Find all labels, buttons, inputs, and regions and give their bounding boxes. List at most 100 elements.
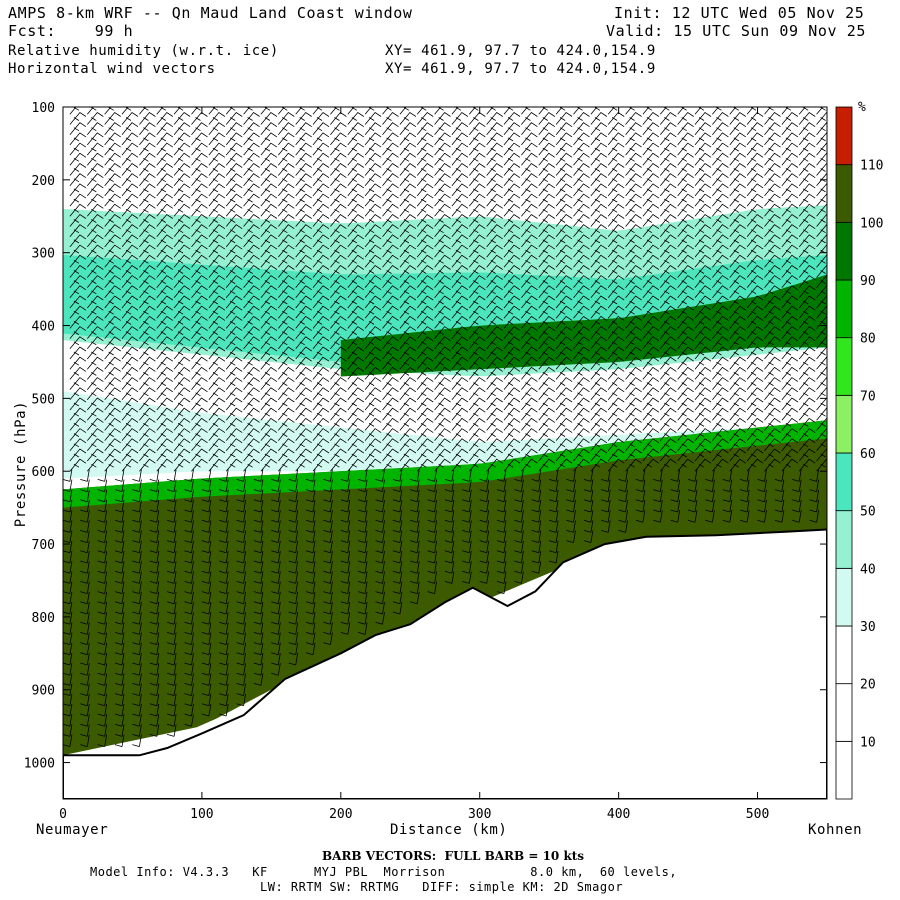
wind-barb: [781, 356, 799, 370]
wind-barb: [538, 356, 556, 370]
wind-barb: [694, 387, 712, 401]
wind-barb: [538, 264, 556, 278]
wind-barb: [392, 540, 403, 554]
wind-barb: [607, 213, 625, 227]
wind-barb: [86, 458, 104, 472]
wind-barb: [225, 111, 243, 125]
wind-barb: [340, 612, 351, 625]
wind-barb: [764, 295, 781, 309]
wind-barb: [468, 377, 486, 390]
wind-barb: [625, 366, 642, 380]
wind-barb: [625, 346, 642, 360]
wind-barb: [434, 111, 451, 125]
wind-barb: [295, 264, 312, 278]
wind-barb: [243, 193, 260, 207]
wind-barb: [694, 458, 712, 472]
wind-barb: [642, 346, 660, 360]
wind-barb: [677, 183, 694, 197]
wind-barb: [243, 356, 260, 370]
wind-barb: [798, 366, 816, 380]
wind-barb: [219, 479, 229, 492]
wind-barb: [260, 295, 278, 309]
wind-barb: [462, 550, 472, 564]
wind-barb: [496, 530, 507, 543]
wind-barb: [121, 315, 139, 329]
wind-barb: [531, 469, 542, 482]
wind-barb: [208, 173, 226, 186]
wind-barb: [295, 234, 312, 248]
wind-barb: [479, 571, 490, 584]
wind-barb: [781, 203, 799, 217]
wind-barb: [798, 346, 816, 360]
wind-barb: [184, 499, 194, 513]
wind-barb: [555, 377, 573, 390]
wind-barb: [427, 520, 437, 533]
wind-barb: [659, 315, 677, 329]
wind-barb: [573, 275, 590, 288]
wind-barb: [86, 122, 104, 135]
wind-barb: [86, 224, 104, 237]
wind-barb: [746, 183, 764, 197]
wind-barb: [114, 479, 125, 492]
wind-barb: [642, 111, 660, 125]
wind-barb: [330, 428, 347, 441]
wind-barb: [277, 213, 295, 227]
wind-barb: [86, 173, 104, 186]
wind-barb: [260, 254, 278, 268]
wind-barb: [764, 183, 781, 197]
wind-barb: [451, 234, 469, 248]
wind-barb: [295, 305, 312, 319]
wind-barb: [764, 366, 781, 380]
wind-barb: [139, 183, 156, 197]
wind-barb: [347, 315, 365, 329]
wind-barb: [156, 428, 174, 441]
wind-barb: [201, 469, 212, 482]
wind-barb: [86, 162, 104, 176]
wind-barb: [642, 224, 660, 237]
wind-barb: [798, 448, 816, 462]
wind-barb: [132, 469, 142, 482]
wind-barb: [451, 275, 469, 288]
wind-barb: [382, 448, 399, 462]
wind-barb: [208, 264, 226, 278]
wind-barb: [184, 622, 194, 635]
wind-barb: [364, 407, 382, 421]
wind-barb: [792, 479, 802, 492]
wind-barb: [590, 336, 608, 350]
wind-barb: [225, 458, 243, 472]
wind-barb: [121, 275, 139, 288]
wind-barb: [410, 571, 420, 584]
wind-barb: [364, 213, 382, 227]
wind-barb: [295, 417, 312, 431]
wind-barb: [191, 356, 208, 370]
wind-barb: [416, 295, 434, 309]
wind-barb: [375, 510, 385, 523]
wind-barb: [121, 438, 139, 452]
wind-barb: [416, 264, 434, 278]
wind-barb: [607, 438, 625, 452]
wind-barb: [364, 356, 382, 370]
wind-barb: [225, 264, 243, 278]
wind-barb: [277, 387, 295, 401]
wind-barb: [69, 336, 87, 350]
wind-barb: [451, 356, 469, 370]
wind-barb: [191, 417, 208, 431]
wind-barb: [774, 479, 785, 492]
wind-barb: [538, 295, 556, 309]
wind-barb: [139, 295, 156, 309]
wind-barb: [416, 377, 434, 390]
wind-barb: [184, 601, 194, 615]
wind-barb: [312, 346, 330, 360]
wind-barb: [208, 152, 226, 166]
wind-barb: [746, 448, 764, 462]
wind-barb: [166, 632, 177, 645]
wind-barb: [208, 336, 226, 350]
wind-barb: [601, 520, 611, 533]
wind-barb: [364, 162, 382, 176]
wind-barb: [694, 142, 712, 156]
wind-barb: [253, 499, 264, 513]
wind-barb: [462, 520, 472, 533]
wind-barb: [340, 581, 351, 594]
wind-barb: [121, 264, 139, 278]
wind-barb: [479, 510, 490, 523]
